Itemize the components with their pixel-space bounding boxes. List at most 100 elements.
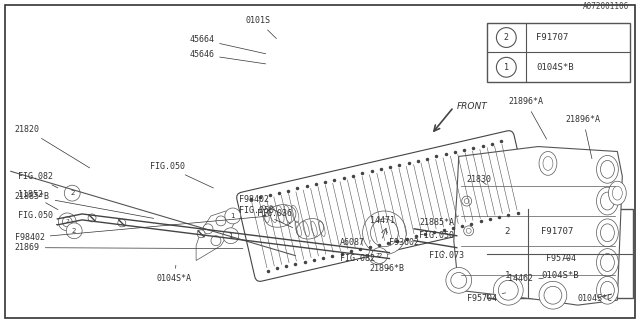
Circle shape [497,28,516,47]
Circle shape [225,208,241,224]
Text: A072001106: A072001106 [583,2,629,11]
Circle shape [67,223,82,239]
Circle shape [464,199,469,204]
Text: A6087: A6087 [340,238,371,247]
Circle shape [211,236,221,246]
Polygon shape [454,147,622,305]
Text: FIG.050: FIG.050 [18,212,58,225]
Polygon shape [11,171,191,290]
Ellipse shape [265,204,296,227]
Ellipse shape [600,253,614,271]
Text: F91707: F91707 [541,227,573,236]
Circle shape [216,216,226,226]
Ellipse shape [596,276,618,304]
Text: 21896*B: 21896*B [369,264,404,273]
Text: F95704: F95704 [546,254,576,263]
Circle shape [58,213,76,231]
Circle shape [64,185,80,201]
Ellipse shape [596,219,618,247]
Text: FIG.082: FIG.082 [18,172,58,188]
Circle shape [451,272,467,288]
Ellipse shape [600,160,614,178]
Ellipse shape [596,156,618,183]
Ellipse shape [600,281,614,299]
Text: 21896*A: 21896*A [566,115,601,159]
Bar [486,209,633,298]
Text: FIG.082: FIG.082 [340,254,375,263]
Text: 45646: 45646 [189,50,266,64]
Text: FIG.073: FIG.073 [429,251,464,260]
Circle shape [461,196,472,206]
Circle shape [544,286,562,304]
Text: 2: 2 [504,33,509,42]
Circle shape [62,217,72,227]
Text: F98402: F98402 [15,216,268,242]
Circle shape [363,211,406,255]
Text: 21830: 21830 [467,175,492,185]
Ellipse shape [600,192,614,210]
Circle shape [197,230,205,238]
Ellipse shape [612,186,622,200]
Text: FRONT: FRONT [457,102,488,111]
Circle shape [372,248,387,263]
Text: F93602: F93602 [389,238,419,247]
Text: FIG.050: FIG.050 [150,162,213,188]
Text: 0104S*C: 0104S*C [578,294,612,303]
Circle shape [118,219,125,227]
Text: 0101S: 0101S [246,16,276,38]
Text: 2: 2 [70,190,74,196]
Circle shape [497,57,516,77]
Text: 1: 1 [504,63,509,72]
Text: 21885*A: 21885*A [419,216,459,228]
Ellipse shape [543,156,553,170]
Text: FIG.036: FIG.036 [257,210,292,224]
Text: 21820: 21820 [15,125,90,168]
Text: 2: 2 [72,228,76,234]
Text: 21896*A: 21896*A [508,98,547,139]
Text: 2: 2 [65,220,69,224]
Ellipse shape [296,219,324,239]
FancyBboxPatch shape [237,131,532,281]
Text: FIG.050: FIG.050 [419,231,454,240]
Text: 11852: 11852 [18,190,58,210]
Circle shape [464,226,474,236]
Text: 14462: 14462 [508,274,543,283]
Circle shape [495,264,519,288]
Ellipse shape [609,181,627,205]
Bar [486,23,630,82]
Circle shape [372,251,383,260]
Circle shape [371,219,398,247]
Circle shape [369,247,387,265]
Circle shape [495,220,519,243]
Text: 0104S*A: 0104S*A [156,265,191,283]
Text: 21869: 21869 [15,243,243,252]
Ellipse shape [539,151,557,175]
Text: 14471: 14471 [369,216,394,233]
Text: F95704: F95704 [467,293,506,303]
Ellipse shape [596,187,618,215]
Circle shape [446,268,472,293]
Text: 2: 2 [376,253,380,258]
Circle shape [493,276,523,305]
Text: 1: 1 [504,271,510,280]
Text: 1: 1 [230,213,235,219]
Ellipse shape [600,224,614,242]
Text: 2: 2 [504,227,510,236]
Circle shape [539,281,567,309]
Text: 21885*B: 21885*B [15,192,154,219]
Text: F98402: F98402 [239,195,283,215]
Ellipse shape [596,249,618,276]
Text: 0104S*B: 0104S*B [536,63,573,72]
Text: F91707: F91707 [536,33,568,42]
Text: 45664: 45664 [189,35,266,54]
Circle shape [499,280,518,300]
Circle shape [88,214,96,222]
Circle shape [223,228,239,244]
Circle shape [203,224,213,234]
Text: 1: 1 [228,233,233,239]
Circle shape [466,228,471,233]
Text: 0104S*B: 0104S*B [541,271,579,280]
Polygon shape [196,211,236,260]
Text: 2: 2 [378,252,381,259]
Text: FIG.050: FIG.050 [239,206,292,228]
